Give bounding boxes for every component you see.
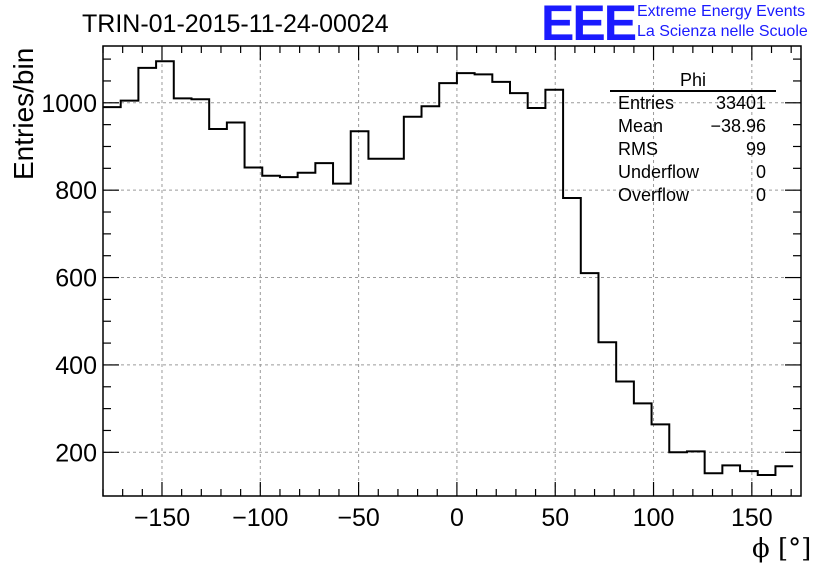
plot-frame [102, 45, 802, 497]
x-tick-label: −150 [134, 504, 190, 532]
x-axis-label: ϕ [°] [752, 534, 812, 564]
chart-title: TRIN-01-2015-11-24-00024 [82, 10, 389, 38]
stats-row-underflow: Underflow 0 [610, 161, 776, 184]
stats-row-mean: Mean −38.96 [610, 115, 776, 138]
stats-row-rms: RMS 99 [610, 138, 776, 161]
logo-tagline-1: Extreme Energy Events [637, 3, 806, 20]
stats-value: 0 [755, 162, 766, 182]
y-tick-label: 400 [55, 352, 97, 380]
y-tick-label: 200 [55, 439, 97, 467]
stats-title: Phi [610, 70, 776, 92]
x-tick-label: 0 [450, 504, 464, 532]
stats-label: Entries [618, 93, 675, 113]
stats-label: Underflow [618, 162, 700, 182]
x-tick-label: 50 [541, 504, 569, 532]
stats-value: −38.96 [710, 116, 766, 136]
stats-value: 33401 [715, 93, 766, 113]
stats-label: Mean [618, 116, 664, 136]
x-tick-label: −100 [232, 504, 288, 532]
stats-label: Overflow [618, 185, 690, 205]
stats-label: RMS [618, 139, 658, 159]
histogram-line [103, 60, 794, 477]
logo-tagline-2: La Scienza nelle Scuole [637, 23, 808, 40]
axis-ticks [102, 46, 801, 496]
y-tick-label: 600 [55, 265, 97, 293]
grid-lines [103, 46, 801, 496]
y-tick-label: 800 [55, 177, 97, 205]
eee-logo: EEE [541, 0, 637, 51]
x-tick-label: 100 [633, 504, 675, 532]
stats-value: 0 [755, 185, 766, 205]
stats-box: Phi Entries 33401 Mean −38.96 RMS 99 Und… [610, 70, 776, 207]
x-tick-label: −50 [337, 504, 379, 532]
stats-row-entries: Entries 33401 [610, 92, 776, 115]
y-axis-label: Entries/bin [8, 47, 39, 180]
stats-value: 99 [745, 139, 766, 159]
x-tick-label: 150 [731, 504, 773, 532]
stats-row-overflow: Overflow 0 [610, 184, 776, 207]
y-tick-label: 1000 [41, 90, 97, 118]
tick-labels: −150 −100 −50 0 50 100 150 200 400 600 800 1000 [41, 90, 772, 532]
